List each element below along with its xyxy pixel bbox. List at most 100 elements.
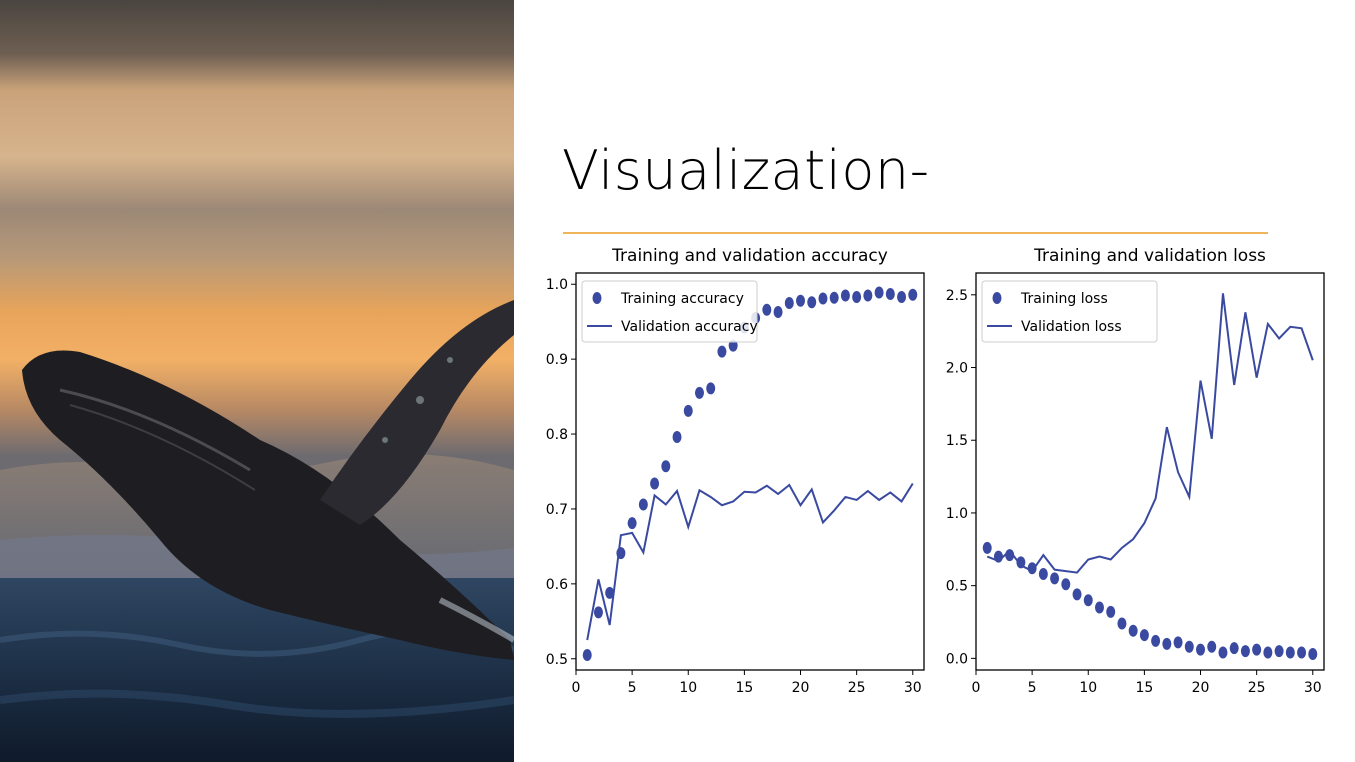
loss-x-tick-label: 25 xyxy=(1248,680,1266,696)
loss-training-point xyxy=(1072,588,1082,601)
loss-training-point xyxy=(1139,629,1149,642)
accuracy-legend-label: Validation accuracy xyxy=(621,319,758,335)
loss-x-tick-label: 10 xyxy=(1079,680,1097,696)
loss-training-point xyxy=(1151,634,1161,647)
accuracy-y-tick-label: 0.7 xyxy=(546,502,568,518)
accuracy-legend-label: Training accuracy xyxy=(620,291,744,307)
loss-legend: Training loss Validation loss xyxy=(981,280,1158,343)
accuracy-x-tick-label: 5 xyxy=(628,680,637,696)
accuracy-training-point xyxy=(908,288,918,301)
accuracy-x-tick-label: 20 xyxy=(792,680,810,696)
accuracy-training-point xyxy=(728,339,738,352)
loss-y-tick-label: 0.5 xyxy=(946,579,968,595)
loss-training-point xyxy=(1196,643,1206,656)
accuracy-training-point xyxy=(818,292,828,305)
loss-plot-frame xyxy=(975,272,1325,671)
loss-y-tick-label: 1.5 xyxy=(946,433,968,449)
accuracy-x-tick-label: 0 xyxy=(572,680,581,696)
accuracy-chart-svg: Training and validation accuracy 0 5 10 15 20… xyxy=(546,246,925,696)
accuracy-y-tick-label: 0.8 xyxy=(546,427,568,443)
accuracy-training-point xyxy=(605,586,615,599)
loss-training-point xyxy=(1106,605,1116,618)
loss-legend-label: Validation loss xyxy=(1021,319,1122,335)
accuracy-y-tick-label: 1.0 xyxy=(546,277,568,293)
loss-training-point xyxy=(1240,645,1250,658)
accuracy-x-tick-label: 15 xyxy=(735,680,753,696)
loss-training-point xyxy=(1252,643,1262,656)
loss-validation-line xyxy=(986,293,1314,574)
accuracy-y-tick-label: 0.5 xyxy=(546,652,568,668)
loss-legend-marker-dots xyxy=(992,292,1002,304)
loss-training-point xyxy=(1218,646,1228,659)
loss-x-tick-label: 20 xyxy=(1192,680,1210,696)
accuracy-training-point xyxy=(773,305,783,318)
accuracy-training-point xyxy=(638,498,648,511)
loss-training-point xyxy=(982,541,992,554)
accuracy-y-tick-label: 0.6 xyxy=(546,577,568,593)
accuracy-training-point xyxy=(627,517,637,530)
accuracy-training-point xyxy=(807,296,817,309)
loss-training-point xyxy=(1038,568,1048,581)
loss-y-tick-label: 2.0 xyxy=(946,361,968,377)
whale-illustration xyxy=(0,0,514,762)
accuracy-training-point xyxy=(717,345,727,358)
accuracy-x-tick-label: 10 xyxy=(679,680,697,696)
accuracy-training-point xyxy=(897,290,907,303)
accuracy-x-tick-label: 25 xyxy=(848,680,866,696)
slide-title: Visualization- xyxy=(562,139,930,202)
loss-training-point xyxy=(1184,640,1194,653)
loss-legend-box xyxy=(981,280,1158,343)
accuracy-training-point xyxy=(582,649,592,662)
accuracy-training-point xyxy=(885,287,895,300)
loss-chart-svg: Training and validation loss 0 5 10 15 20 25 30… xyxy=(946,246,1325,696)
loss-x-tick-label: 15 xyxy=(1135,680,1153,696)
loss-training-point xyxy=(1061,578,1071,591)
loss-training-point xyxy=(1173,636,1183,649)
loss-y-tick-label: 2.5 xyxy=(946,288,968,304)
accuracy-training-point xyxy=(683,404,693,417)
loss-training-point xyxy=(1274,645,1284,658)
accuracy-legend-marker-dots xyxy=(592,292,602,304)
accuracy-legend: Training accuracy Validation accuracy xyxy=(581,280,758,343)
accuracy-x-tick-label: 30 xyxy=(904,680,922,696)
accuracy-training-point xyxy=(852,290,862,303)
accuracy-training-point xyxy=(784,296,794,309)
accuracy-training-point xyxy=(672,431,682,444)
accuracy-training-point xyxy=(661,460,671,473)
accuracy-training-point xyxy=(829,291,839,304)
loss-training-point xyxy=(1117,617,1127,630)
accuracy-validation-line xyxy=(586,482,914,641)
accuracy-y-tick-label: 0.9 xyxy=(546,352,568,368)
loss-y-tick-label: 1.0 xyxy=(946,506,968,522)
accuracy-training-point xyxy=(874,286,884,299)
loss-training-point xyxy=(1050,572,1060,585)
accuracy-training-point xyxy=(863,289,873,302)
loss-legend-label: Training loss xyxy=(1020,291,1108,307)
loss-training-point xyxy=(1207,640,1217,653)
whale-photo xyxy=(0,0,514,762)
loss-x-tick-label: 0 xyxy=(972,680,981,696)
accuracy-training-point xyxy=(762,303,772,316)
accuracy-chart-title: Training and validation accuracy xyxy=(611,246,888,266)
loss-x-tick-label: 30 xyxy=(1304,680,1322,696)
accuracy-training-point xyxy=(796,294,806,307)
loss-training-point xyxy=(1308,648,1318,661)
loss-chart: Training and validation loss 0 5 10 15 20 25 30… xyxy=(940,240,1325,696)
loss-training-point xyxy=(1027,562,1037,575)
accuracy-chart: Training and validation accuracy 0 5 10 15 20… xyxy=(540,240,925,696)
loss-y-tick-label: 0.0 xyxy=(946,651,968,667)
accuracy-training-point xyxy=(694,386,704,399)
loss-training-point xyxy=(1285,646,1295,659)
loss-training-point xyxy=(1094,601,1104,614)
accuracy-training-point xyxy=(650,477,660,490)
accuracy-training-point xyxy=(840,289,850,302)
loss-training-point xyxy=(1083,594,1093,607)
loss-training-point xyxy=(1162,637,1172,650)
title-divider xyxy=(563,232,1268,234)
loss-training-point xyxy=(1229,642,1239,655)
loss-x-tick-label: 5 xyxy=(1028,680,1037,696)
accuracy-legend-box xyxy=(581,280,758,343)
loss-training-point xyxy=(1128,624,1138,637)
loss-training-point xyxy=(1263,646,1273,659)
accuracy-plot-frame xyxy=(575,272,925,671)
